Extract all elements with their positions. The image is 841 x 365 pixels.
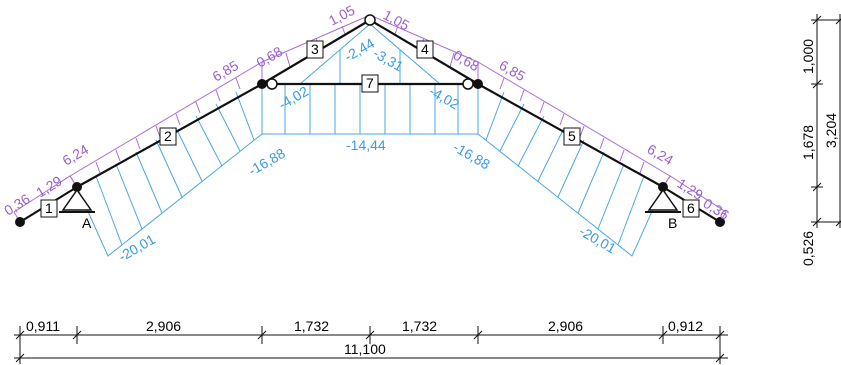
- moment-value: -4,02: [427, 83, 463, 113]
- moment-value: -16,88: [246, 145, 289, 179]
- member-label-7: 7: [366, 75, 374, 91]
- moment-values-purple: 0,36 1,29 6,24 6,85 0,68 1,05 1,05 0,68 …: [1, 2, 732, 223]
- support-b-icon: [645, 188, 681, 213]
- member-label-6: 6: [687, 200, 695, 216]
- moment-value: 6,85: [497, 57, 529, 85]
- dim-right-2: 1,678: [800, 125, 816, 160]
- dim-bottom-3: 1,732: [294, 318, 329, 334]
- end-node-right: [715, 217, 725, 227]
- node-right-support: [658, 182, 668, 192]
- member-label-4: 4: [421, 41, 429, 57]
- moment-value: -16,88: [451, 139, 494, 173]
- dimension-chain-right: 1,000 1,678 3,204 0,526: [800, 14, 841, 266]
- dim-bottom-5: 2,906: [548, 318, 583, 334]
- moment-value: 1,05: [326, 2, 358, 29]
- dimension-chain-bottom: 0,911 2,906 1,732 1,732 2,906 0,912 11,1…: [14, 318, 728, 364]
- hinge-left-icon: [266, 78, 278, 90]
- member-label-2: 2: [164, 128, 172, 144]
- dim-bottom-2: 2,906: [146, 318, 181, 334]
- node-right-knee: [473, 79, 483, 89]
- dim-bottom-1: 0,911: [26, 318, 60, 334]
- member-label-3: 3: [311, 41, 319, 57]
- moment-value: 0,36: [1, 190, 33, 218]
- support-a-label: A: [82, 215, 92, 231]
- moment-value: -3,31: [371, 45, 407, 75]
- moment-value: -20,01: [577, 223, 620, 257]
- member-labels: 1 2 3 4 5 6 7: [40, 40, 700, 218]
- moment-value: -20,01: [116, 231, 159, 265]
- dim-right-4: 0,526: [800, 231, 816, 266]
- end-node-left: [15, 217, 25, 227]
- moment-values-blue: -20,01 -16,88 -4,02 -2,44 -3,31 -14,44 -…: [116, 35, 620, 265]
- node-left-knee: [257, 79, 267, 89]
- moment-value: 1,29: [674, 175, 706, 203]
- dim-total: 11,100: [344, 341, 386, 357]
- dim-bottom-4: 1,732: [402, 318, 437, 334]
- moment-value: -4,02: [276, 83, 312, 113]
- support-b-label: B: [668, 215, 677, 231]
- dim-right-3: 3,204: [823, 113, 839, 148]
- moment-value: 6,24: [60, 141, 92, 169]
- hinge-apex-icon: [364, 14, 376, 26]
- moment-diagram-blue: [76, 23, 664, 257]
- moment-value: 0,68: [254, 43, 286, 71]
- support-a-icon: [59, 188, 95, 213]
- moment-value: -2,44: [342, 35, 378, 65]
- dim-bottom-6: 0,912: [668, 318, 703, 334]
- node-left-support: [72, 182, 82, 192]
- hinge-right-icon: [462, 78, 474, 90]
- member-label-1: 1: [45, 200, 53, 216]
- moment-value: -14,44: [346, 137, 386, 153]
- dim-right-1: 1,000: [800, 39, 816, 74]
- member-label-5: 5: [568, 128, 576, 144]
